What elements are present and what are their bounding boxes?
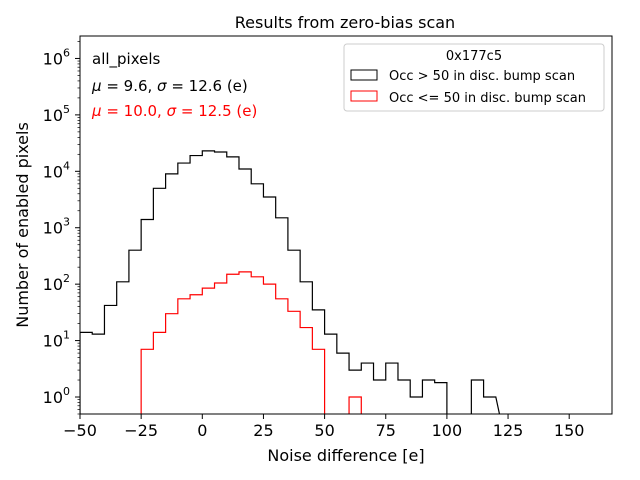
histogram-series-1-extra-bin-0: [348, 396, 362, 414]
plot-frame: [79, 35, 613, 415]
legend-entry-black: Occ > 50 in disc. bump scan: [389, 69, 575, 84]
y-axis-label: Number of enabled pixels: [13, 122, 32, 328]
legend-entry-red: Occ <= 50 in disc. bump scan: [389, 91, 586, 106]
x-tick-label: 25: [253, 421, 273, 440]
y-tick-label: 103: [43, 216, 70, 238]
x-tick-label: 150: [554, 421, 585, 440]
y-tick-label: 105: [43, 103, 70, 125]
x-axis-label: Noise difference [e]: [267, 446, 424, 465]
x-tick-label: −25: [124, 421, 158, 440]
y-tick-label: 100: [43, 385, 70, 407]
x-tick-label: −50: [63, 421, 97, 440]
x-tick-label: 125: [493, 421, 524, 440]
histogram-series-1: [140, 271, 326, 414]
legend-box: [343, 43, 605, 112]
y-tick-label: 101: [43, 329, 70, 351]
legend-swatch-red: [350, 90, 378, 102]
x-tick-label: 0: [197, 421, 207, 440]
dataset-label: all_pixels: [92, 50, 161, 69]
chart-title: Results from zero-bias scan: [235, 13, 455, 32]
histogram-series-0: [80, 150, 501, 414]
legend-swatch-black: [350, 69, 378, 81]
y-tick-label: 106: [43, 46, 70, 68]
y-tick-label: 102: [43, 272, 70, 294]
y-tick-label: 104: [43, 159, 70, 181]
legend-title: 0x177c5: [446, 49, 502, 64]
legend: 0x177c5 Occ > 50 in disc. bump scan Occ …: [343, 43, 605, 112]
x-tick-label: 50: [314, 421, 334, 440]
stats-line-black: μ = 9.6, σ = 12.6 (e): [91, 77, 248, 95]
x-tick-label: 100: [432, 421, 463, 440]
x-tick-label: 75: [376, 421, 396, 440]
stats-line-red: μ = 10.0, σ = 12.5 (e): [91, 102, 257, 120]
